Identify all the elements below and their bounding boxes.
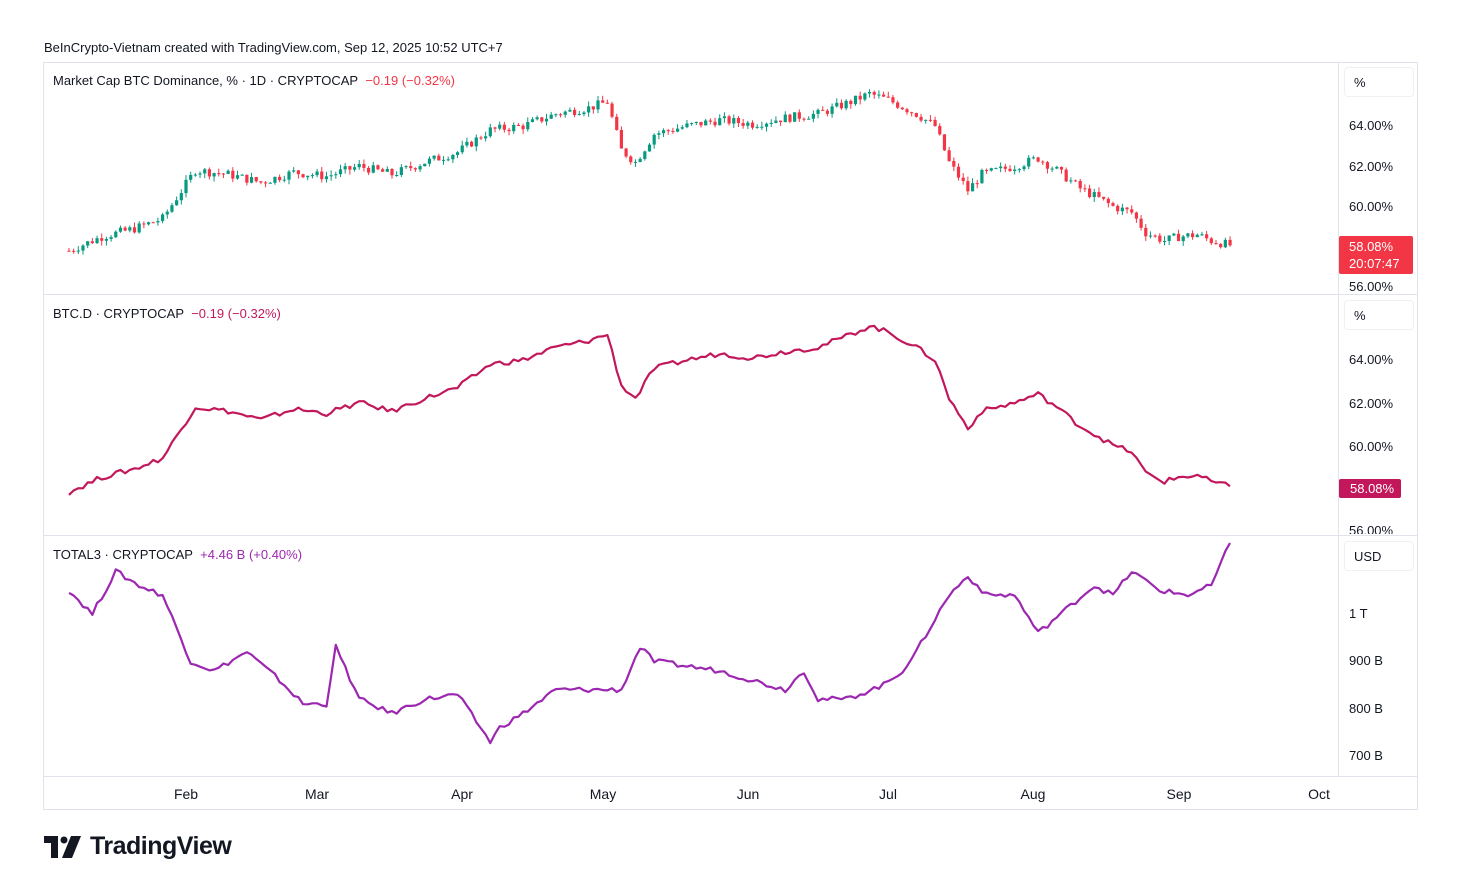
pane1-tick: 56.00% [1349, 279, 1394, 294]
pane2-tick: 64.00% [1349, 352, 1394, 367]
pane3-tick: 1 T [1349, 606, 1368, 621]
price-axis-separator [1338, 62, 1339, 776]
pane2-tick: 56.00% [1349, 523, 1394, 534]
pane3-tick: 700 B [1349, 748, 1383, 763]
pane3-title: TOTAL3 · CRYPTOCAP [53, 547, 193, 562]
pane1-change: −0.19 (−0.32%) [365, 73, 455, 88]
time-axis-label: Aug [1020, 786, 1046, 802]
pane2-legend[interactable]: BTC.D · CRYPTOCAP −0.19 (−0.32%) [53, 306, 281, 321]
pane1-tick: 60.00% [1349, 199, 1394, 214]
chart-caption: BeInCrypto-Vietnam created with TradingV… [44, 40, 503, 55]
time-axis-label: Sep [1166, 786, 1192, 802]
pane3-change: +4.46 B (+0.40%) [200, 547, 303, 562]
pane1-price-value: 58.08% [1349, 239, 1394, 254]
pane2-unit-button[interactable]: % [1344, 300, 1414, 330]
pane2-title: BTC.D · CRYPTOCAP [53, 306, 184, 321]
pane1-title: Market Cap BTC Dominance, % · 1D · CRYPT… [53, 73, 359, 88]
pane2-price-label: 58.08% [1339, 479, 1401, 498]
pane2-change: −0.19 (−0.32%) [191, 306, 281, 321]
time-axis-label: Jun [736, 786, 760, 802]
pane2-tick: 62.00% [1349, 396, 1394, 411]
time-axis-label: Feb [173, 786, 199, 802]
time-axis-label: Mar [304, 786, 330, 802]
pane1-countdown: 20:07:47 [1349, 256, 1400, 271]
tradingview-logo-text: TradingView [90, 832, 232, 860]
chart-frame [43, 62, 1418, 810]
pane1-legend[interactable]: Market Cap BTC Dominance, % · 1D · CRYPT… [53, 73, 455, 88]
time-axis-label: Jul [879, 786, 897, 802]
tradingview-logo-icon [44, 835, 81, 858]
pane1-tick: 62.00% [1349, 159, 1394, 174]
pane3-legend[interactable]: TOTAL3 · CRYPTOCAP +4.46 B (+0.40%) [53, 547, 302, 562]
pane-separator-2 [44, 535, 1417, 536]
time-axis-label: Oct [1308, 786, 1330, 802]
pane1-price-label: 58.08% 20:07:47 [1339, 236, 1413, 274]
pane2-tick: 60.00% [1349, 439, 1394, 454]
time-axis-separator [44, 776, 1417, 777]
pane3-tick: 800 B [1349, 701, 1383, 716]
pane-separator-1 [44, 294, 1417, 295]
pane1-unit-button[interactable]: % [1344, 67, 1414, 97]
pane3-unit-button[interactable]: USD [1344, 541, 1414, 571]
pane3-tick: 900 B [1349, 653, 1383, 668]
time-axis-label: Apr [451, 786, 473, 802]
pane1-tick: 64.00% [1349, 118, 1394, 133]
tradingview-logo[interactable]: TradingView [44, 832, 232, 861]
time-axis-label: May [589, 786, 617, 802]
